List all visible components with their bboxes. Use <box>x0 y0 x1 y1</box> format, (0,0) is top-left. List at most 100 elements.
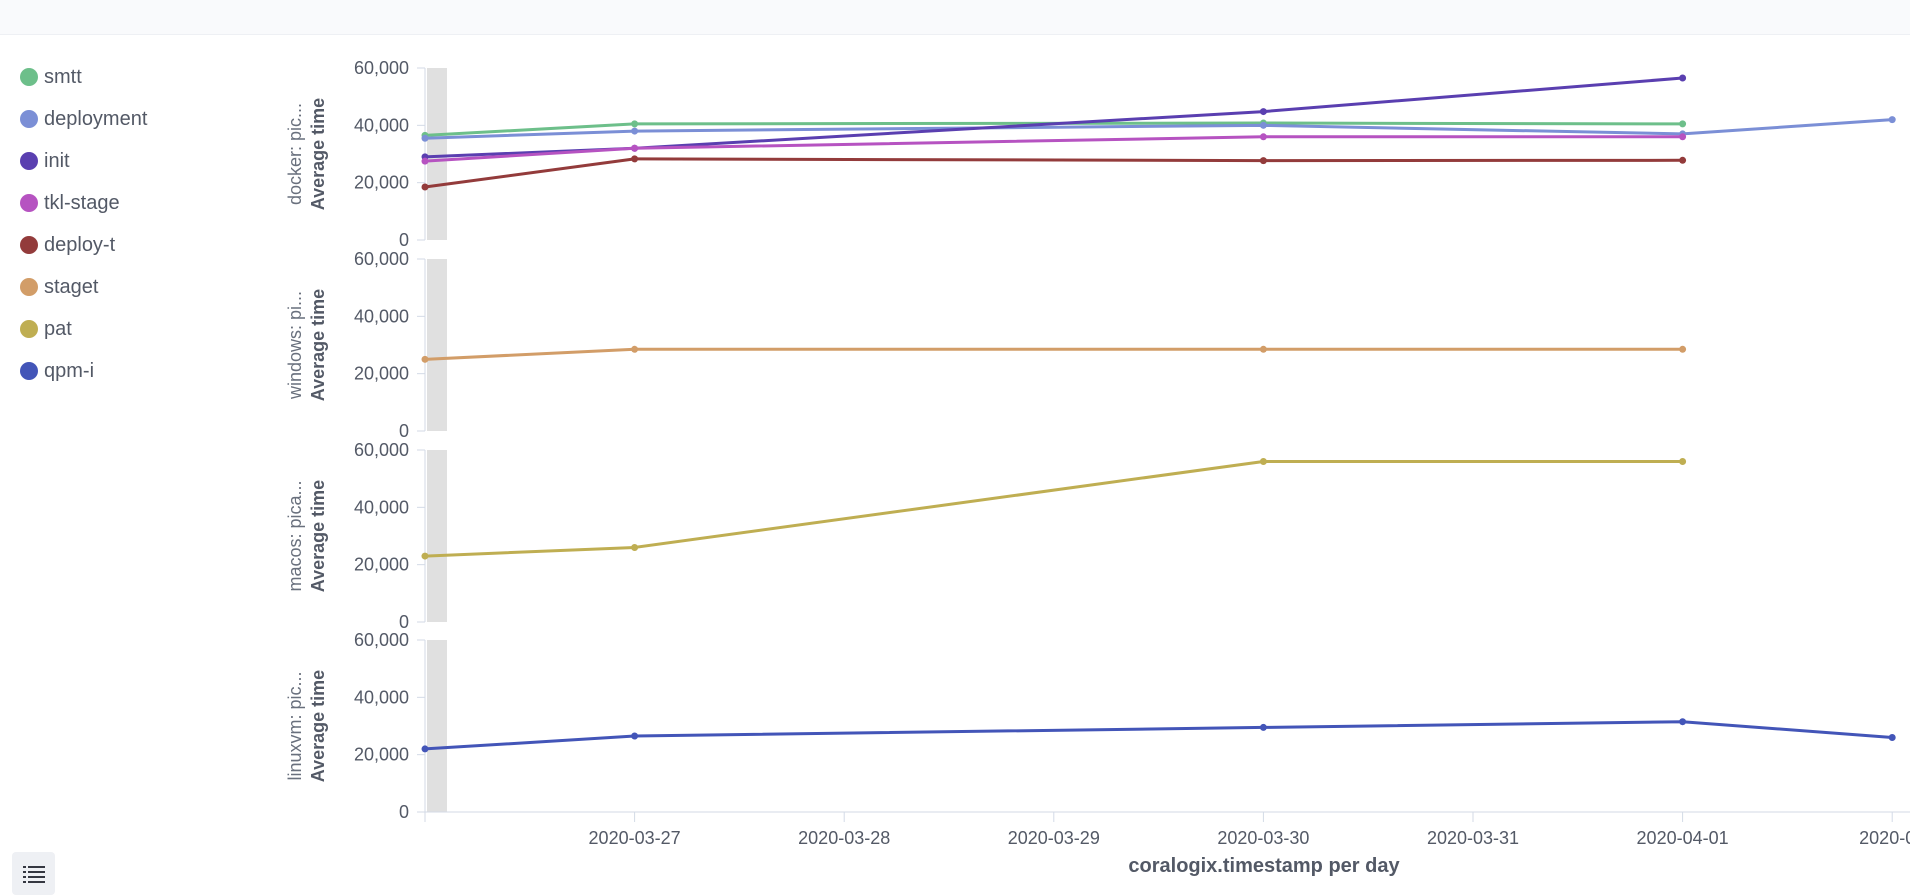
y-tick-label: 60,000 <box>354 440 409 460</box>
partial-bucket-shade <box>427 68 447 240</box>
data-point <box>1259 457 1267 465</box>
legend-item[interactable]: pat <box>20 308 240 350</box>
series-line <box>424 135 1683 163</box>
data-point <box>1679 133 1687 141</box>
data-point <box>1679 345 1687 353</box>
legend-dot-icon <box>20 152 38 170</box>
data-point <box>631 155 639 163</box>
x-tick-label: 2020-03-31 <box>1427 828 1519 848</box>
y-axis-title: Average time <box>308 289 328 401</box>
y-tick-label: 40,000 <box>354 687 409 707</box>
y-axis-title: Average time <box>308 670 328 782</box>
data-point <box>631 144 639 152</box>
legend-label: deployment <box>44 107 148 130</box>
legend-dot-icon <box>20 236 38 254</box>
legend-label: smtt <box>44 65 82 88</box>
data-point <box>631 345 639 353</box>
legend-toggle-button[interactable] <box>12 852 55 895</box>
legend-item[interactable]: smtt <box>20 56 240 98</box>
y-tick-label: 40,000 <box>354 306 409 326</box>
legend-item[interactable]: init <box>20 140 240 182</box>
x-tick-label: 2020-03-30 <box>1217 828 1309 848</box>
legend-item[interactable]: deploy-t <box>20 224 240 266</box>
y-tick-label: 0 <box>399 612 409 632</box>
data-point <box>1259 108 1267 116</box>
data-point <box>1679 74 1687 82</box>
data-point <box>1679 130 1687 138</box>
series-line <box>424 76 1683 159</box>
data-point <box>1259 345 1267 353</box>
legend-dot-icon <box>20 68 38 86</box>
data-point <box>421 134 429 142</box>
data-point <box>421 157 429 165</box>
data-point <box>1888 116 1896 124</box>
panel-split-label: windows: pi... <box>285 291 305 400</box>
y-tick-label: 60,000 <box>354 249 409 269</box>
panel-split-label: macos: pica... <box>285 480 305 591</box>
data-point <box>421 552 429 560</box>
panel-split-label: linuxvm: pic... <box>285 671 305 780</box>
legend-dot-icon <box>20 362 38 380</box>
series-line <box>424 720 1893 751</box>
data-point <box>631 127 639 135</box>
legend-dot-icon <box>20 278 38 296</box>
x-axis-title: coralogix.timestamp per day <box>1128 855 1400 877</box>
data-point <box>631 144 639 152</box>
data-point <box>1888 733 1896 741</box>
legend-dot-icon <box>20 320 38 338</box>
y-axis-title: Average time <box>308 98 328 210</box>
legend-item[interactable]: staget <box>20 266 240 308</box>
top-bar <box>0 0 1910 35</box>
data-point <box>631 732 639 740</box>
data-point <box>421 355 429 363</box>
partial-bucket-shade <box>427 259 447 431</box>
legend-dot-icon <box>20 110 38 128</box>
y-tick-label: 20,000 <box>354 555 409 575</box>
data-point <box>1679 156 1687 164</box>
series-line <box>424 157 1683 189</box>
y-tick-label: 0 <box>399 230 409 250</box>
data-point <box>421 745 429 753</box>
legend-label: staget <box>44 275 99 298</box>
legend-label: qpm-i <box>44 359 95 382</box>
series-line <box>424 347 1683 361</box>
y-axis-title: Average time <box>308 480 328 592</box>
x-tick-label: 2020-03-28 <box>798 828 890 848</box>
x-tick-label: 2020-04 <box>1859 828 1910 848</box>
list-icon <box>22 865 45 883</box>
y-tick-label: 0 <box>399 421 409 441</box>
y-tick-label: 60,000 <box>354 58 409 78</box>
data-point <box>1259 121 1267 129</box>
partial-bucket-shade <box>427 640 447 812</box>
x-tick-label: 2020-04-01 <box>1637 828 1729 848</box>
legend-item[interactable]: tkl-stage <box>20 182 240 224</box>
legend-dot-icon <box>20 194 38 212</box>
data-point <box>1679 718 1687 726</box>
data-point <box>1259 723 1267 731</box>
data-point <box>1679 120 1687 128</box>
data-point <box>421 183 429 191</box>
data-point <box>1679 457 1687 465</box>
series-line <box>424 121 1683 137</box>
legend-label: deploy-t <box>44 233 116 256</box>
data-point <box>631 543 639 551</box>
panel-split-label: docker: pic... <box>285 103 305 205</box>
data-point <box>421 153 429 161</box>
x-tick-label: 2020-03-27 <box>589 828 681 848</box>
data-point <box>1259 133 1267 141</box>
data-point <box>1259 119 1267 127</box>
y-tick-label: 20,000 <box>354 745 409 765</box>
legend-item[interactable]: deployment <box>20 98 240 140</box>
y-tick-label: 40,000 <box>354 497 409 517</box>
y-tick-label: 60,000 <box>354 630 409 650</box>
legend-item[interactable]: qpm-i <box>20 350 240 392</box>
legend-label: init <box>44 149 70 172</box>
y-tick-label: 40,000 <box>354 115 409 135</box>
data-point <box>1259 157 1267 165</box>
partial-bucket-shade <box>427 450 447 622</box>
y-tick-label: 20,000 <box>354 364 409 384</box>
series-line <box>424 459 1683 558</box>
data-point <box>421 131 429 139</box>
chart-legend: smtt deployment init tkl-stage deploy-t stage… <box>20 56 240 392</box>
